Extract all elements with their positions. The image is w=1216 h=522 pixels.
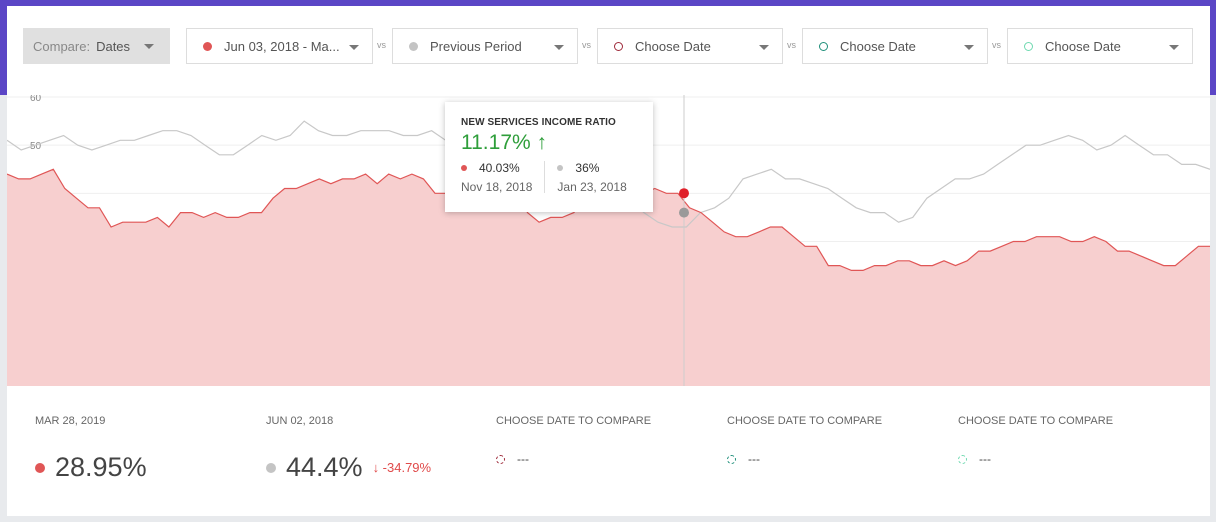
chevron-down-icon xyxy=(1169,45,1179,50)
stat-change: ↓ -34.79% xyxy=(372,460,432,475)
choose-date-label: Choose Date xyxy=(635,38,711,54)
stat-date: MAR 28, 2019 xyxy=(35,415,106,427)
choose-date-selector-2[interactable]: Choose Date xyxy=(802,28,988,64)
primary-area xyxy=(7,169,1210,386)
tooltip-compare: 36% Jan 23, 2018 xyxy=(557,161,627,194)
stat-date: CHOOSE DATE TO COMPARE xyxy=(958,415,1114,427)
compare-value: Dates xyxy=(96,38,131,54)
vs-label: vs xyxy=(787,40,796,50)
chevron-down-icon xyxy=(349,45,359,50)
stat-value: 44.4% xyxy=(286,452,363,482)
choose-date-label: Choose Date xyxy=(1045,38,1121,54)
tooltip-title: NEW SERVICES INCOME RATIO xyxy=(461,117,616,128)
stat-date: CHOOSE DATE TO COMPARE xyxy=(727,415,883,427)
tooltip-primary-date: Nov 18, 2018 xyxy=(461,180,533,194)
chevron-down-icon xyxy=(144,44,154,49)
series-dot xyxy=(958,454,967,464)
series-dot xyxy=(496,454,505,464)
stat-date: CHOOSE DATE TO COMPARE xyxy=(496,415,652,427)
tooltip-primary-value: 40.03% xyxy=(479,161,520,175)
series-dot xyxy=(557,165,564,171)
chart-tooltip: NEW SERVICES INCOME RATIO 11.17% ↑ 40.03… xyxy=(445,102,653,212)
tooltip-ratio: 11.17% ↑ xyxy=(461,131,547,154)
right-accent-bar xyxy=(1210,0,1216,95)
vs-label: vs xyxy=(582,40,591,50)
series-dot xyxy=(614,41,623,51)
chevron-down-icon xyxy=(554,45,564,50)
choose-date-label: Choose Date xyxy=(840,38,916,54)
series-dot xyxy=(266,462,276,473)
left-accent-bar xyxy=(0,0,7,95)
previous-period-label: Previous Period xyxy=(430,38,522,54)
previous-period-selector[interactable]: Previous Period xyxy=(392,28,578,64)
chevron-down-icon xyxy=(964,45,974,50)
tooltip-primary: 40.03% Nov 18, 2018 xyxy=(461,161,532,194)
stat-value: --- xyxy=(517,452,529,466)
stat-value: --- xyxy=(748,452,760,466)
primary-hover-marker xyxy=(679,188,689,199)
tooltip-compare-date: Jan 23, 2018 xyxy=(557,180,627,194)
series-dot xyxy=(461,165,467,171)
series-dot xyxy=(727,454,736,464)
compare-label: Compare: xyxy=(33,38,91,54)
choose-date-selector-3[interactable]: Choose Date xyxy=(1007,28,1193,64)
stat-date: JUN 02, 2018 xyxy=(266,415,334,427)
series-dot xyxy=(35,462,45,473)
y-tick-label: 50 xyxy=(30,141,42,152)
date-range-selector[interactable]: Jun 03, 2018 - Ma... xyxy=(186,28,373,64)
series-dot xyxy=(409,41,418,51)
tooltip-compare-value: 36% xyxy=(575,161,600,175)
series-dot xyxy=(1024,41,1033,51)
tooltip-values: 40.03% Nov 18, 2018 36% Jan 23, 2018 xyxy=(461,161,637,194)
series-dot xyxy=(203,41,212,51)
top-accent-bar xyxy=(0,0,1216,6)
stat-value: --- xyxy=(979,452,991,466)
series-dot xyxy=(819,41,828,51)
chart-svg[interactable]: 102030405060 xyxy=(7,95,1210,386)
choose-date-selector-1[interactable]: Choose Date xyxy=(597,28,783,64)
y-tick-label: 60 xyxy=(30,95,42,104)
chevron-down-icon xyxy=(759,45,769,50)
compare-hover-marker xyxy=(679,207,689,218)
date-range-label: Jun 03, 2018 - Ma... xyxy=(224,38,340,54)
stat-value: 28.95% xyxy=(55,452,147,482)
vs-label: vs xyxy=(992,40,1001,50)
stats-panel: MAR 28, 2019 28.95% JUN 02, 2018 44.4% ↓… xyxy=(7,386,1210,516)
vs-label: vs xyxy=(377,40,386,50)
compare-dropdown[interactable]: Compare: Dates xyxy=(23,28,170,64)
tooltip-divider xyxy=(544,161,546,193)
